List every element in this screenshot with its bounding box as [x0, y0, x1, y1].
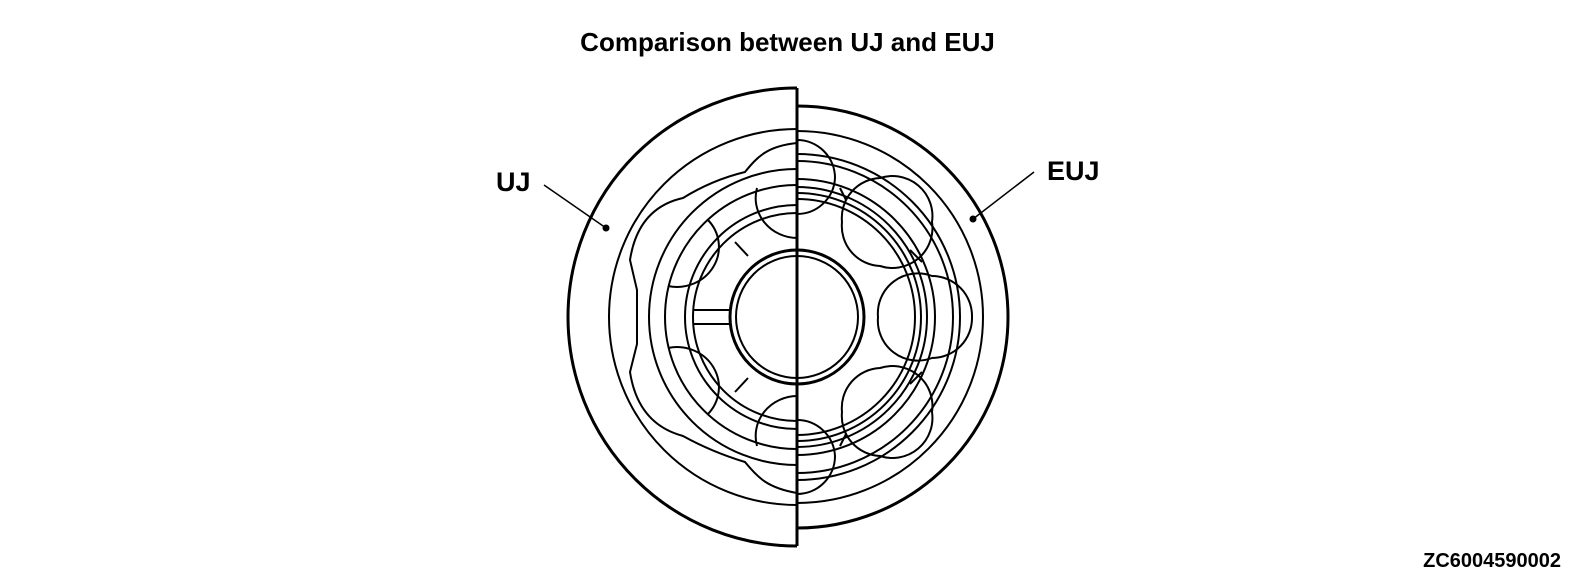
uj-cage-web: [735, 242, 748, 256]
euj-ball-middle: [878, 273, 972, 360]
euj-cage-web: [910, 372, 922, 384]
euj-ball-lower: [842, 366, 933, 458]
uj-half-section: [568, 88, 1026, 546]
uj-inner-race-inner: [693, 213, 901, 421]
euj-cage-inner: [667, 187, 927, 447]
uj-leader-dot: [602, 224, 610, 232]
euj-inner-race-outer: [673, 193, 921, 441]
uj-label: UJ: [496, 167, 531, 197]
diagram-title: Comparison between UJ and EUJ: [580, 27, 995, 57]
euj-ball-top: [797, 140, 835, 214]
euj-leader-line: [973, 172, 1034, 219]
figure-code: ZC6004590002: [1423, 550, 1561, 572]
uj-ball-lower: [668, 347, 719, 414]
uj-shaft-bore-inner: [736, 256, 858, 378]
euj-housing-ring-3: [641, 161, 953, 473]
euj-shaft-bore-inner: [736, 256, 858, 378]
uj-leader-line: [544, 185, 606, 228]
uj-ball-track-outline: [630, 143, 797, 493]
uj-ball-bottom: [756, 396, 797, 446]
uj-housing-inner-ring: [609, 129, 985, 505]
euj-ball-upper: [842, 176, 933, 268]
uj-cage-inner: [665, 185, 929, 449]
euj-leader: [969, 172, 1035, 223]
euj-inner-race-inner: [679, 199, 915, 435]
uj-cage-outer: [649, 169, 945, 465]
uj-ball-top: [756, 188, 797, 238]
euj-cage-outer: [659, 179, 935, 455]
euj-outer-housing: [586, 106, 1008, 528]
euj-cage-web: [840, 434, 846, 446]
euj-half-section: [586, 106, 1008, 528]
euj-cage-web: [910, 250, 922, 262]
euj-leader-dot: [969, 215, 977, 223]
uj-cage-web: [735, 378, 748, 392]
euj-shaft-bore-outer: [730, 250, 864, 384]
euj-label: EUJ: [1047, 156, 1100, 186]
uj-leader: [544, 185, 610, 232]
euj-ball-bottom: [797, 420, 835, 494]
euj-cage-web: [840, 188, 846, 200]
uj-ball-upper: [668, 220, 719, 287]
euj-housing-inner-ring: [611, 131, 983, 503]
uj-shaft-bore-outer: [730, 250, 864, 384]
euj-housing-ring-2: [634, 154, 960, 480]
uj-outer-housing: [568, 88, 1026, 546]
uj-inner-race-outer: [685, 205, 909, 429]
